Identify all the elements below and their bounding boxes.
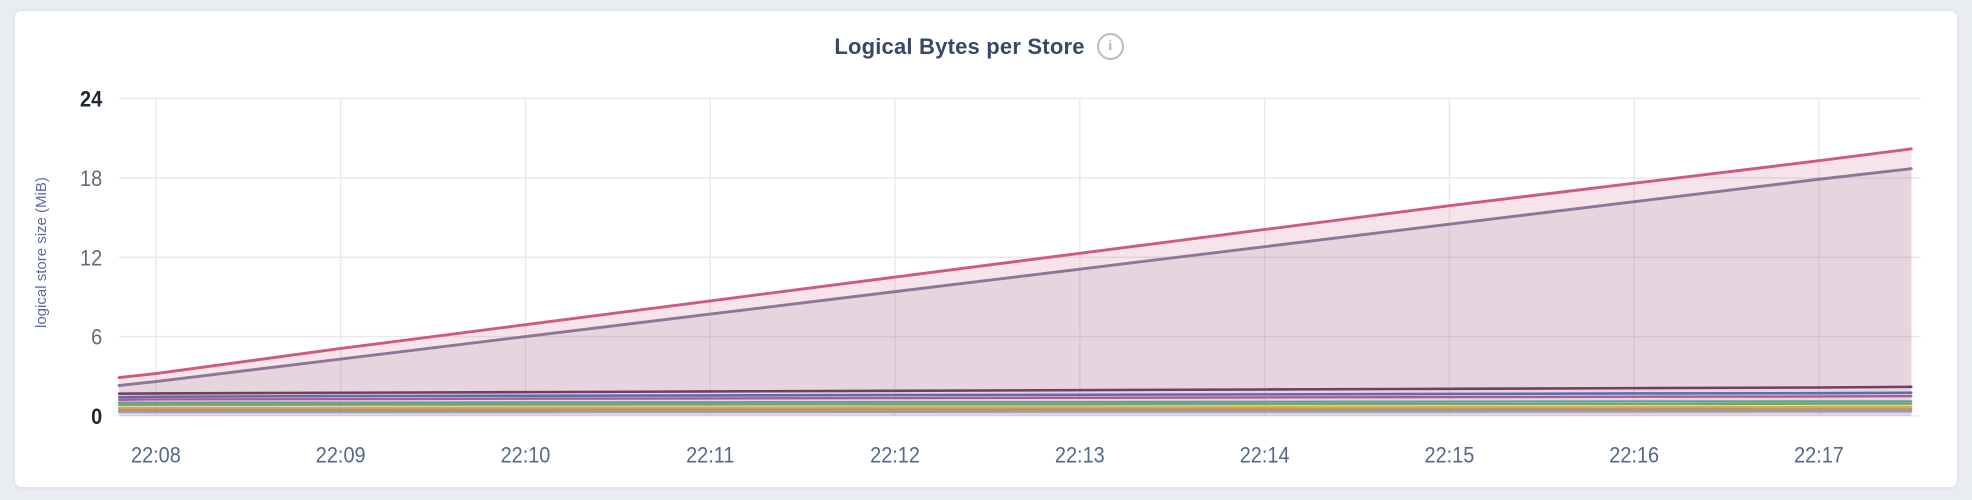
series-line-store-7: [117, 402, 1913, 406]
y-tick-label: 24: [80, 88, 102, 112]
y-tick-label: 6: [91, 326, 102, 350]
series-line-store-4: [117, 391, 1913, 399]
series-area-store-2: [118, 168, 1912, 416]
chart-card: Logical Bytes per Store i logical store …: [14, 10, 1958, 488]
x-tick-label: 22:15: [1425, 443, 1475, 467]
series-line-store-9: [117, 408, 1913, 412]
x-tick-label: 22:12: [870, 443, 920, 467]
series-line-store-5: [117, 394, 1913, 401]
series-line-store-1: [117, 147, 1913, 380]
series-line-store-6: [117, 400, 1913, 404]
chart-header: Logical Bytes per Store i: [29, 33, 1929, 60]
series-line-store-10: [117, 410, 1913, 414]
chart-title: Logical Bytes per Store: [834, 33, 1085, 59]
y-tick-label: 18: [80, 167, 102, 191]
info-icon[interactable]: i: [1096, 33, 1124, 60]
x-tick-label: 22:14: [1240, 443, 1290, 467]
y-tick-label: 12: [80, 246, 102, 270]
x-tick-label: 22:08: [131, 443, 181, 467]
x-tick-label: 22:16: [1609, 443, 1659, 467]
x-tick-label: 22:10: [501, 443, 551, 467]
chart-body: logical store size (MiB) 0 6 12 18 24 22:08 22…: [29, 80, 1929, 481]
info-icon-glyph: i: [1108, 38, 1113, 54]
x-tick-label: 22:13: [1055, 443, 1105, 467]
x-tick-label: 22:11: [686, 443, 734, 467]
series-area-store-1: [118, 148, 1912, 416]
y-axis-title: logical store size (MiB): [33, 177, 50, 328]
series-line-store-8: [117, 405, 1913, 410]
x-tick-label: 22:17: [1794, 443, 1844, 467]
x-tick-label: 22:09: [316, 443, 366, 467]
series-line-store-2: [117, 167, 1913, 387]
series-line-store-3: [117, 385, 1913, 395]
y-tick-label: 0: [91, 405, 102, 429]
chart-plot-area: 0 6 12 18 24 22:08 22:09 22:10 22:11 22:12 22:13 22…: [54, 80, 1929, 481]
chart-svg[interactable]: 0 6 12 18 24 22:08 22:09 22:10 22:11 22:12 22:13 22…: [54, 80, 1929, 481]
